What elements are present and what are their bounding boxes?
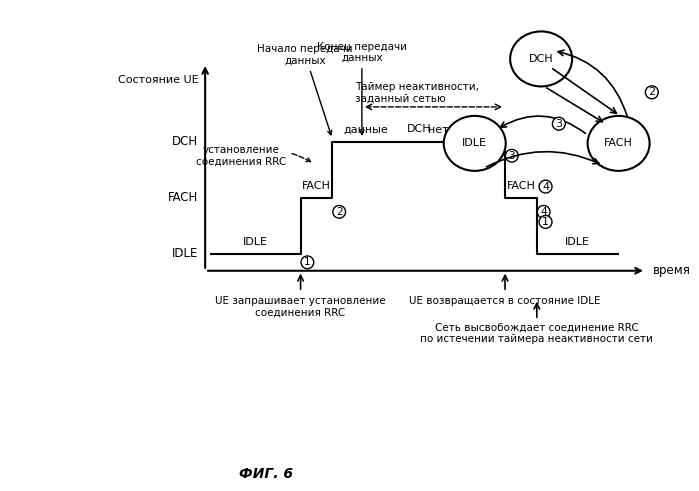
Text: 4: 4 — [540, 207, 547, 217]
Text: FACH: FACH — [604, 138, 633, 148]
Text: IDLE: IDLE — [243, 237, 268, 246]
Text: FACH: FACH — [168, 191, 199, 204]
Text: 4: 4 — [542, 182, 549, 191]
Text: время: время — [653, 264, 691, 277]
Text: FACH: FACH — [507, 181, 535, 191]
Text: DCH: DCH — [172, 135, 199, 148]
Text: Конец передачи
данных: Конец передачи данных — [317, 42, 407, 135]
Text: Начало передачи
данных: Начало передачи данных — [257, 44, 353, 135]
Text: Состояние UE: Состояние UE — [117, 75, 199, 85]
Text: 3: 3 — [555, 119, 563, 129]
Text: нет данных: нет данных — [428, 124, 496, 135]
Text: DCH: DCH — [406, 124, 431, 135]
Text: IDLE: IDLE — [172, 247, 199, 260]
Text: Таймер неактивности,
заданный сетью: Таймер неактивности, заданный сетью — [355, 82, 479, 104]
Text: UE запрашивает установление
соединения RRC: UE запрашивает установление соединения R… — [215, 296, 386, 318]
Circle shape — [444, 116, 506, 171]
Text: IDLE: IDLE — [565, 237, 590, 246]
Text: DCH: DCH — [529, 54, 554, 64]
Text: 1: 1 — [304, 257, 310, 267]
Text: IDLE: IDLE — [462, 138, 487, 148]
Text: ФИГ. 6: ФИГ. 6 — [238, 467, 293, 481]
Text: 2: 2 — [648, 87, 656, 97]
Text: 2: 2 — [336, 207, 343, 217]
Text: Сеть высвобождает соединение RRC
по истечении таймера неактивности сети: Сеть высвобождает соединение RRC по исте… — [420, 323, 654, 344]
Text: 1: 1 — [542, 217, 549, 227]
Text: установление
соединения RRC: установление соединения RRC — [196, 145, 310, 166]
Text: FACH: FACH — [302, 181, 331, 191]
Circle shape — [510, 31, 572, 86]
Text: 3: 3 — [509, 151, 515, 161]
Circle shape — [588, 116, 649, 171]
Text: данные: данные — [344, 124, 389, 135]
Text: UE возвращается в состояние IDLE: UE возвращается в состояние IDLE — [410, 296, 600, 306]
